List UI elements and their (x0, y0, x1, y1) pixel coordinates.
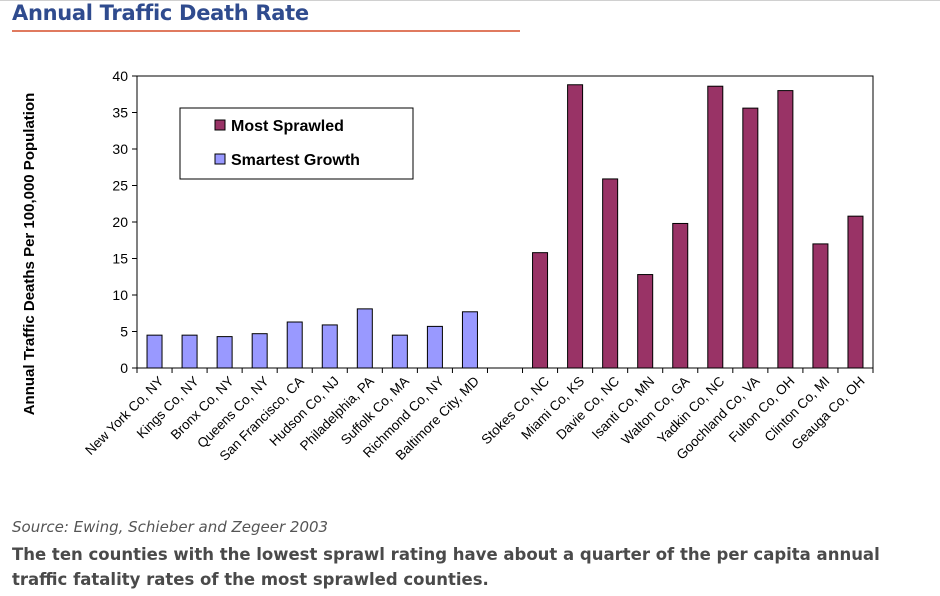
bar (707, 85, 724, 369)
bar (426, 325, 443, 369)
bar (216, 336, 233, 369)
bar (777, 90, 794, 369)
bar (637, 274, 654, 369)
bar (567, 84, 584, 369)
bar (602, 178, 619, 369)
legend-label: Smartest Growth (231, 152, 360, 169)
y-tick-label: 40 (112, 68, 128, 84)
y-axis-label: Annual Traffic Deaths Per 100,000 Popula… (21, 93, 38, 416)
legend-label: Most Sprawled (231, 118, 344, 135)
y-tick-label: 20 (112, 214, 128, 230)
page-title: Annual Traffic Death Rate (12, 1, 309, 25)
bar (181, 334, 198, 369)
bar (356, 308, 373, 369)
bar (391, 334, 408, 369)
y-tick-label: 30 (112, 141, 128, 157)
source-note: Source: Ewing, Schieber and Zegeer 2003 (12, 518, 329, 536)
bar (286, 321, 303, 369)
y-tick-label: 5 (120, 324, 128, 340)
y-tick-label: 25 (112, 178, 128, 194)
top-border (0, 0, 940, 1)
bar (321, 324, 338, 369)
legend-swatch (214, 153, 226, 165)
title-underline (12, 30, 520, 32)
y-tick-label: 35 (112, 105, 128, 121)
bar (461, 311, 478, 369)
y-tick-label: 15 (112, 251, 128, 267)
bar (672, 222, 689, 369)
legend-swatch (214, 119, 226, 131)
y-tick-label: 0 (120, 360, 128, 376)
y-tick-label: 10 (112, 287, 128, 303)
bar (742, 107, 759, 369)
bar (532, 252, 549, 369)
bar (812, 243, 829, 369)
chart-bars (146, 84, 864, 369)
bar (847, 215, 864, 369)
chart-legend: Most Sprawled Smartest Growth (179, 107, 414, 180)
bar (251, 333, 268, 369)
bar (146, 334, 163, 369)
caption-text: The ten counties with the lowest sprawl … (12, 545, 880, 589)
